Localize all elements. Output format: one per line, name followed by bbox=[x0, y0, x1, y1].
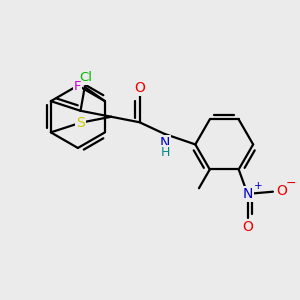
Text: Cl: Cl bbox=[79, 71, 92, 84]
Text: H: H bbox=[160, 146, 170, 159]
Text: S: S bbox=[76, 116, 85, 130]
Text: O: O bbox=[242, 220, 253, 234]
Text: N: N bbox=[160, 136, 170, 150]
Text: F: F bbox=[74, 80, 81, 94]
Text: N: N bbox=[243, 187, 254, 201]
Text: O: O bbox=[276, 184, 287, 198]
Text: −: − bbox=[286, 177, 296, 190]
Text: O: O bbox=[134, 81, 145, 95]
Text: +: + bbox=[254, 181, 263, 191]
